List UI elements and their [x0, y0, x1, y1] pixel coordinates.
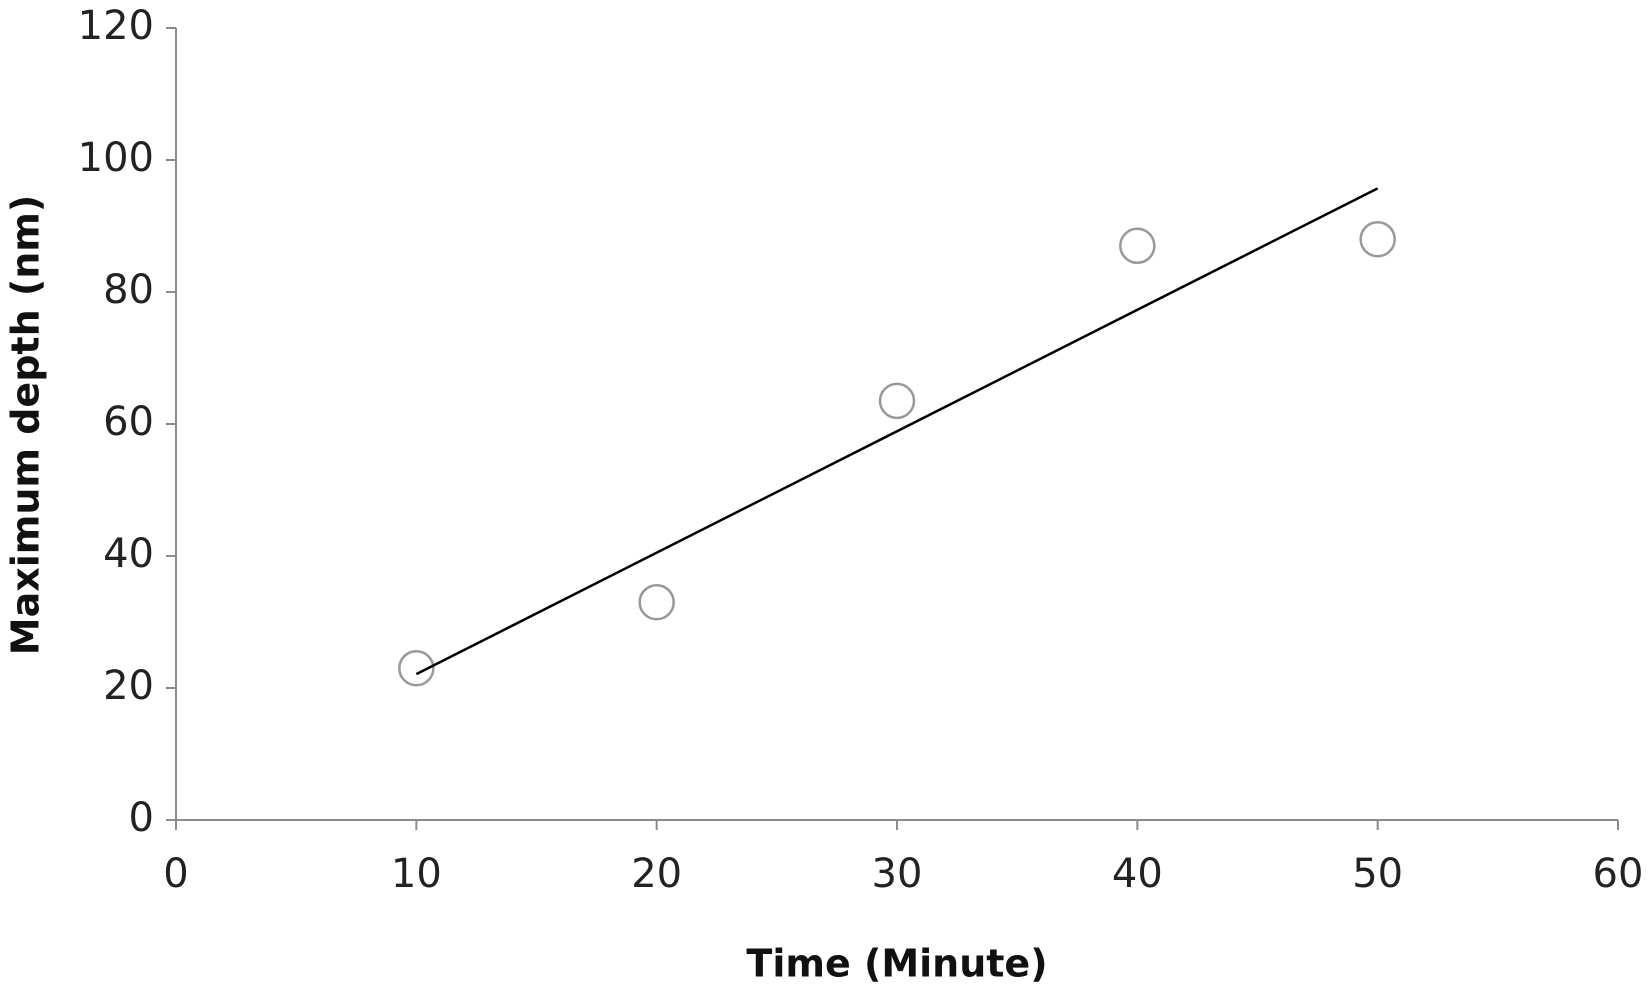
x-tick-label: 60	[1593, 851, 1644, 897]
y-tick-label: 20	[103, 663, 154, 709]
trend-line	[415, 187, 1379, 676]
y-axis-title: Maximum depth (nm)	[4, 195, 48, 655]
x-tick-label: 40	[1112, 851, 1163, 897]
y-tick-label: 80	[103, 267, 154, 313]
x-tick-label: 0	[163, 851, 188, 897]
x-tick-label: 10	[391, 851, 442, 897]
scatter-point	[878, 382, 916, 420]
y-tick-label: 100	[78, 135, 154, 181]
y-tick-label: 0	[129, 795, 154, 841]
y-tick-label: 60	[103, 399, 154, 445]
x-tick-label: 50	[1352, 851, 1403, 897]
y-tick-label: 40	[103, 531, 154, 577]
y-tick-label: 120	[78, 3, 154, 49]
scatter-point	[1119, 227, 1156, 265]
x-axis-title: Time (Minute)	[746, 942, 1047, 986]
scatter-point	[638, 583, 675, 621]
x-tick-label: 30	[872, 851, 923, 897]
x-tick-label: 20	[631, 851, 682, 897]
scatter-point	[398, 649, 435, 687]
scatter-point	[1359, 220, 1396, 258]
